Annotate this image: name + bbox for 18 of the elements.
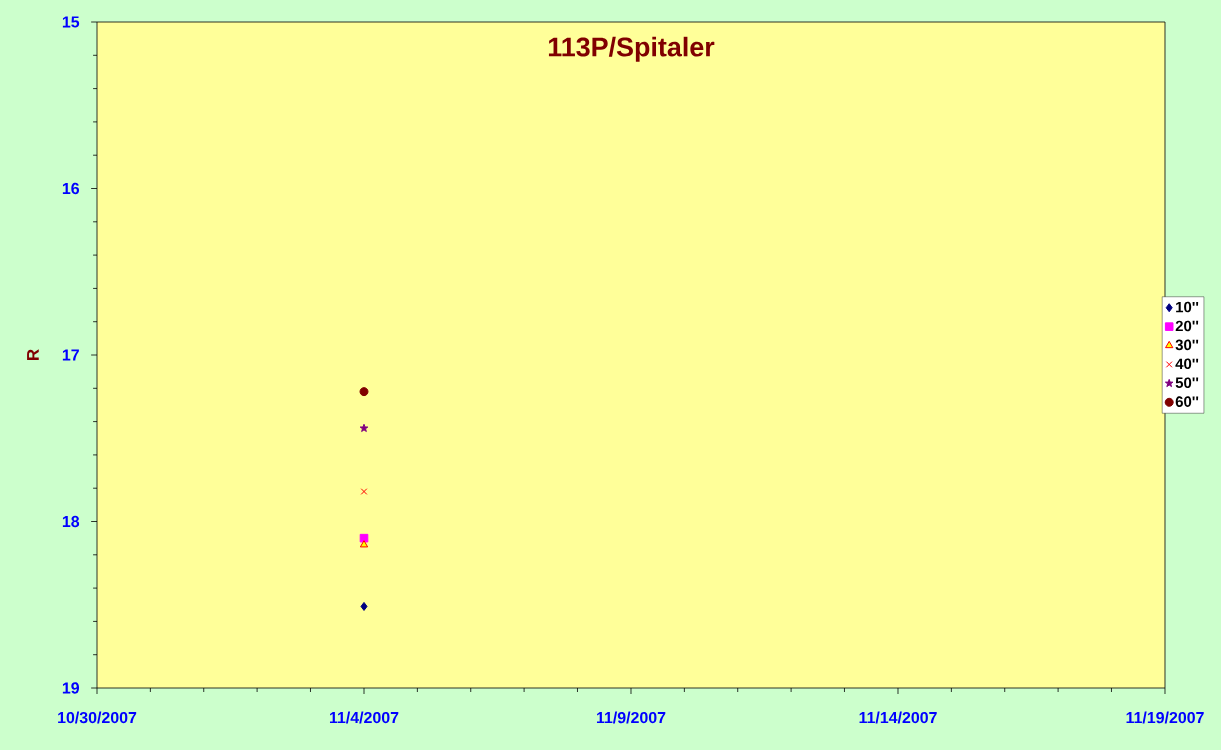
legend-label: 30'' bbox=[1175, 339, 1199, 351]
x-tick-label: 10/30/2007 bbox=[58, 711, 137, 724]
y-tick-label: 17 bbox=[62, 349, 79, 361]
x-tick-label: 11/19/2007 bbox=[1126, 711, 1204, 724]
x-tick-label: 11/9/2007 bbox=[596, 711, 666, 724]
y-tick-label: 15 bbox=[62, 16, 80, 28]
legend-label: 50'' bbox=[1175, 377, 1199, 388]
text: 113P/Spitaler bbox=[548, 36, 715, 62]
y-tick-label: 16 bbox=[62, 182, 80, 195]
legend-label: 40'' bbox=[1175, 358, 1199, 370]
legend-label: 20'' bbox=[1175, 320, 1199, 332]
y-tick-label: 18 bbox=[62, 515, 80, 528]
y-axis-title: R bbox=[27, 349, 39, 360]
legend-label: 60'' bbox=[1175, 396, 1199, 407]
legend-label: 10'' bbox=[1176, 301, 1199, 313]
x-tick-label: 11/4/2007 bbox=[329, 711, 399, 724]
x-tick-label: 11/14/2007 bbox=[859, 711, 937, 724]
y-tick-label: 19 bbox=[62, 682, 80, 694]
